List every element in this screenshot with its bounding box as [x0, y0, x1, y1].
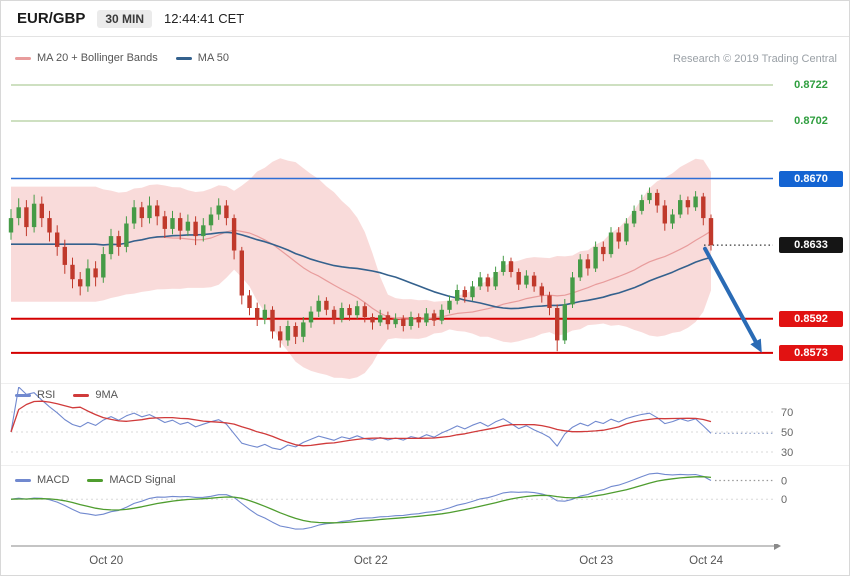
ma20-bollinger-label: MA 20 + Bollinger Bands: [37, 52, 158, 64]
rsi-swatch: [15, 393, 31, 397]
main-chart-legend: MA 20 + Bollinger Bands MA 50: [15, 52, 241, 64]
macd-zero-line: 0: [11, 494, 787, 506]
rsi-label: RSI: [37, 389, 56, 401]
macd-lines: 0: [10, 472, 787, 530]
rsi-panel-svg: 70 50 30: [10, 387, 793, 459]
ma50-label: MA 50: [197, 52, 229, 64]
macd-signal-swatch: [87, 478, 104, 482]
ma20-bollinger-swatch: [15, 56, 31, 60]
rsi-panel-separator: [1, 383, 849, 384]
timestamp-label: 12:44:41 CET: [164, 11, 245, 26]
research-credit: Research © 2019 Trading Central: [672, 53, 837, 65]
ma50-swatch: [175, 56, 192, 60]
x-tick-label: Oct 23: [579, 555, 613, 567]
timeframe-badge: 30 MIN: [97, 9, 153, 28]
rsi-legend: RSI 9MA: [15, 389, 130, 401]
macd-signal-label: MACD Signal: [109, 474, 176, 486]
macd-panel-svg: 00: [10, 472, 787, 530]
price-levels: [11, 84, 773, 354]
rsi-guide-label: 70: [781, 407, 793, 419]
macd-swatch: [15, 478, 31, 482]
time-axis-line: Oct 20 Oct 22 Oct 23 Oct 24: [11, 544, 781, 567]
rsi-lines: [10, 387, 773, 451]
rsi-guide-label: 50: [781, 427, 793, 439]
macd-current-label: 0: [781, 476, 787, 488]
macd-panel-separator: [1, 465, 849, 466]
chart-header: EUR/GBP 30 MIN 12:44:41 CET: [1, 1, 849, 37]
x-tick-label: Oct 20: [89, 555, 123, 567]
x-tick-label: Oct 22: [354, 555, 388, 567]
macd-zero-label: 0: [781, 494, 787, 506]
candles-series: [8, 187, 714, 352]
rsi-9ma-swatch: [73, 393, 90, 397]
time-axis-svg: Oct 20 Oct 22 Oct 23 Oct 24: [11, 544, 781, 567]
projection-arrow: [703, 246, 762, 353]
x-tick-label: Oct 24: [689, 555, 723, 567]
rsi-9ma-label: 9MA: [95, 389, 118, 401]
symbol-label: EUR/GBP: [17, 10, 86, 27]
macd-legend: MACD MACD Signal: [15, 474, 187, 486]
macd-label: MACD: [37, 474, 70, 486]
rsi-guides: 70 50 30: [11, 407, 793, 459]
rsi-guide-label: 30: [781, 447, 793, 459]
main-price-chart-svg: [8, 84, 773, 379]
axis-arrow-icon: [774, 544, 781, 550]
